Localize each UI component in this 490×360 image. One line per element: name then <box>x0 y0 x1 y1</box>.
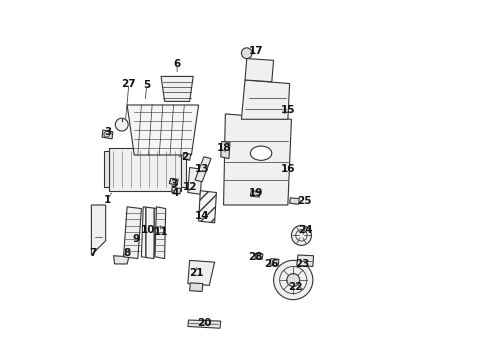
Polygon shape <box>92 205 106 255</box>
Polygon shape <box>161 76 193 102</box>
Circle shape <box>292 225 312 246</box>
Text: 7: 7 <box>90 248 97 258</box>
Polygon shape <box>190 283 203 292</box>
Text: 27: 27 <box>122 78 136 89</box>
Text: 11: 11 <box>154 227 168 237</box>
Text: 3: 3 <box>170 179 177 189</box>
Text: 10: 10 <box>141 225 156 235</box>
Polygon shape <box>250 191 260 197</box>
Polygon shape <box>142 207 157 258</box>
Circle shape <box>287 274 300 287</box>
Polygon shape <box>169 178 178 185</box>
Polygon shape <box>223 114 292 205</box>
Polygon shape <box>297 255 314 266</box>
Text: 4: 4 <box>172 188 179 198</box>
Circle shape <box>273 260 313 300</box>
Polygon shape <box>123 207 142 258</box>
Polygon shape <box>114 256 129 264</box>
Ellipse shape <box>250 146 272 160</box>
Text: 12: 12 <box>182 182 197 192</box>
Text: 2: 2 <box>181 152 188 162</box>
Text: 14: 14 <box>195 211 209 221</box>
Text: 17: 17 <box>248 46 263 57</box>
Polygon shape <box>188 167 202 194</box>
Text: 15: 15 <box>281 105 295 115</box>
Text: 20: 20 <box>196 318 211 328</box>
Text: 16: 16 <box>281 164 295 174</box>
Polygon shape <box>290 198 299 204</box>
Polygon shape <box>195 157 211 182</box>
Text: 21: 21 <box>190 268 204 278</box>
Polygon shape <box>242 80 290 119</box>
Text: 13: 13 <box>195 164 209 174</box>
Text: 8: 8 <box>123 248 131 258</box>
Text: 1: 1 <box>104 195 111 204</box>
Circle shape <box>115 118 128 131</box>
Text: 23: 23 <box>295 259 309 269</box>
Circle shape <box>242 48 252 59</box>
Polygon shape <box>198 191 217 223</box>
Polygon shape <box>104 152 109 187</box>
Text: 22: 22 <box>288 282 302 292</box>
Text: 26: 26 <box>265 259 279 269</box>
Text: 9: 9 <box>132 234 140 244</box>
Polygon shape <box>255 253 263 259</box>
Text: 19: 19 <box>248 188 263 198</box>
Polygon shape <box>220 141 230 158</box>
Polygon shape <box>102 130 113 139</box>
Polygon shape <box>181 152 186 187</box>
Polygon shape <box>109 148 181 191</box>
Text: 28: 28 <box>248 252 263 262</box>
Polygon shape <box>188 260 215 285</box>
Polygon shape <box>127 105 198 155</box>
Text: 25: 25 <box>296 197 311 206</box>
Text: 5: 5 <box>143 80 150 90</box>
Polygon shape <box>183 153 191 160</box>
Text: 24: 24 <box>298 225 313 235</box>
Polygon shape <box>188 320 221 328</box>
Polygon shape <box>270 258 279 266</box>
Text: 6: 6 <box>173 59 181 69</box>
Polygon shape <box>245 59 273 82</box>
Text: 18: 18 <box>216 143 231 153</box>
Polygon shape <box>155 207 166 258</box>
Polygon shape <box>172 187 181 194</box>
Text: 3: 3 <box>104 127 111 137</box>
